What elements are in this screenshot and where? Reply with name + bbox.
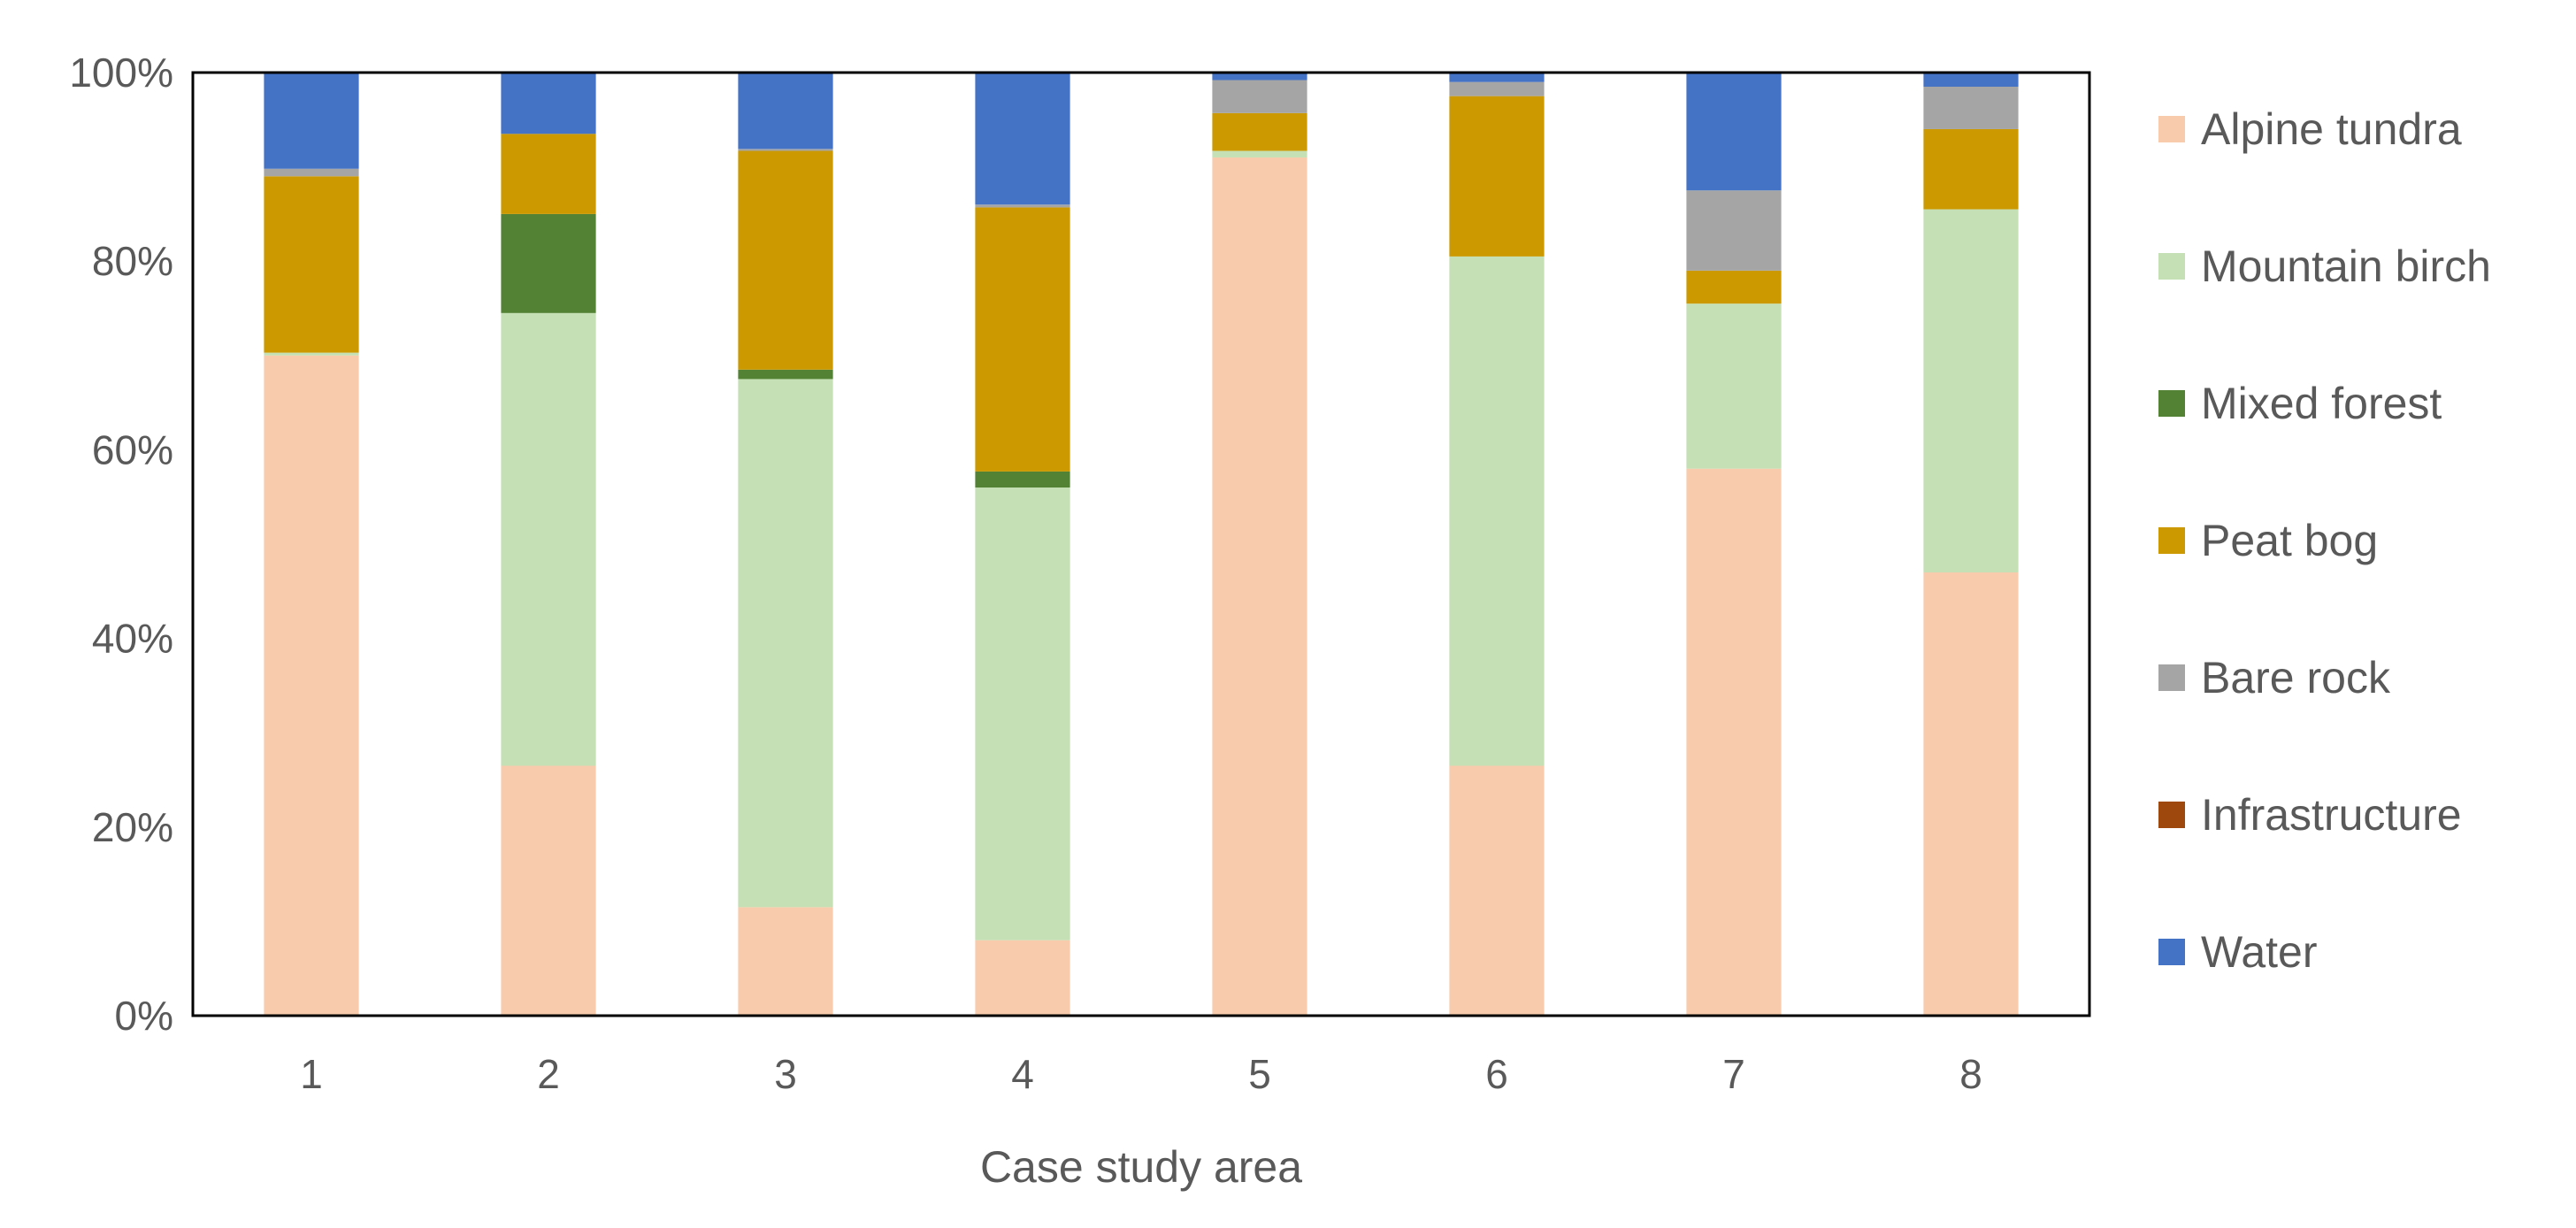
- x-tick-label: 3: [774, 1051, 797, 1097]
- plot-area-border: [191, 71, 2091, 1017]
- bar-segment: [738, 149, 833, 151]
- bar-segment: [264, 168, 359, 177]
- x-tick-label: 8: [1959, 1051, 1982, 1097]
- legend-swatch: [2158, 802, 2185, 828]
- bar-segment: [975, 204, 1070, 208]
- bar-segment: [738, 73, 833, 150]
- legend-label: Infrastructure: [2201, 790, 2462, 840]
- bar-segment: [975, 940, 1070, 1016]
- bar-segment: [1686, 468, 1782, 1016]
- bar-segment: [1449, 96, 1545, 257]
- legend-swatch: [2158, 390, 2185, 417]
- bar-segment: [738, 907, 833, 1016]
- bar-segment: [1923, 128, 2019, 210]
- bar-segment: [264, 352, 359, 356]
- bar-segment: [501, 134, 596, 214]
- bar-segment: [1212, 80, 1307, 113]
- legend-label: Bare rock: [2201, 653, 2391, 702]
- x-tick-label: 5: [1248, 1051, 1271, 1097]
- bar-segment: [1212, 73, 1307, 81]
- bar-segment: [1923, 209, 2019, 572]
- x-axis-title: Case study area: [980, 1142, 1302, 1192]
- bar-segment: [264, 73, 359, 169]
- x-tick-label: 7: [1722, 1051, 1745, 1097]
- legend: Alpine tundra Mountain birch Mixed forest P…: [2158, 104, 2491, 977]
- bar-segment: [1449, 73, 1545, 82]
- legend-label: Water: [2201, 927, 2318, 977]
- bar-segment: [264, 355, 359, 1016]
- bar-segment: [1449, 256, 1545, 766]
- bar-segment: [264, 176, 359, 353]
- bar-segment: [738, 369, 833, 380]
- legend-swatch: [2158, 253, 2185, 280]
- x-tick-label: 6: [1485, 1051, 1508, 1097]
- y-tick-label: 0%: [115, 993, 173, 1039]
- bar-segment: [1923, 86, 2019, 129]
- bar-segment: [1923, 73, 2019, 87]
- legend-label: Peat bog: [2201, 516, 2378, 565]
- y-tick-label: 60%: [92, 426, 173, 472]
- bar-segment: [975, 487, 1070, 940]
- bar-segment: [738, 379, 833, 908]
- bar-segment: [1686, 190, 1782, 271]
- bar-segment: [1449, 81, 1545, 96]
- bar-segment: [501, 765, 596, 1016]
- bar-segment: [1449, 765, 1545, 1016]
- bar-segment: [501, 213, 596, 313]
- x-tick-label: 4: [1011, 1051, 1034, 1097]
- legend-label: Alpine tundra: [2201, 104, 2462, 154]
- bar-segment: [738, 150, 833, 370]
- bar-segment: [975, 207, 1070, 472]
- bar-segment: [1686, 303, 1782, 469]
- bar-segment: [975, 73, 1070, 205]
- bar-segment: [501, 312, 596, 766]
- y-axis-ticks: 0% 20% 40% 60% 80% 100%: [69, 50, 173, 1039]
- legend-label: Mountain birch: [2201, 242, 2491, 291]
- legend-swatch: [2158, 664, 2185, 691]
- y-tick-label: 20%: [92, 804, 173, 850]
- legend-swatch: [2158, 116, 2185, 142]
- x-tick-label: 2: [537, 1051, 560, 1097]
- bar-segment: [1686, 270, 1782, 304]
- bars-layer: [264, 73, 2019, 1016]
- legend-swatch: [2158, 939, 2185, 965]
- bar-segment: [1212, 150, 1307, 157]
- bar-segment: [975, 471, 1070, 488]
- legend-label: Mixed forest: [2201, 379, 2442, 428]
- legend-swatch: [2158, 527, 2185, 554]
- bar-segment: [1686, 73, 1782, 191]
- x-axis-ticks: 1 2 3 4 5 6 7 8: [300, 1051, 1982, 1097]
- bar-segment: [501, 73, 596, 134]
- y-tick-label: 40%: [92, 616, 173, 662]
- x-tick-label: 1: [300, 1051, 323, 1097]
- bar-segment: [1212, 157, 1307, 1016]
- bar-segment: [1212, 112, 1307, 151]
- bar-segment: [1923, 572, 2019, 1016]
- y-tick-label: 100%: [69, 50, 173, 96]
- y-tick-label: 80%: [92, 238, 173, 284]
